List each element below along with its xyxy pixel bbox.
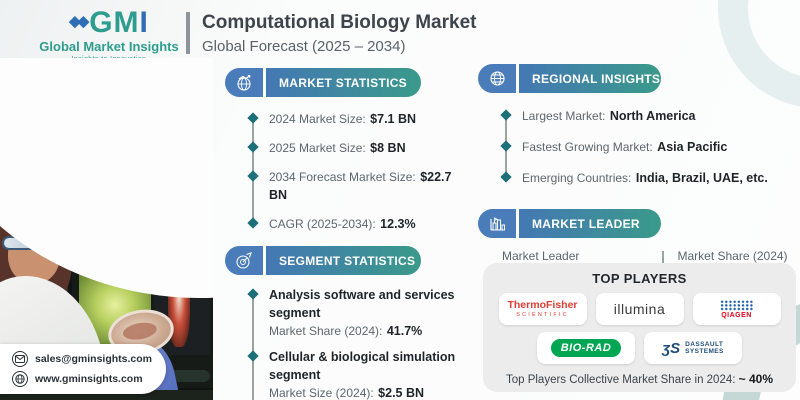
stat-value: 12.3%	[380, 217, 416, 231]
gmi-logo: ◆◆GMI Global Market Insights Insights to…	[14, 8, 204, 64]
stat-item: CAGR (2025-2034): 12.3%	[247, 215, 468, 233]
stat-item: 2025 Market Size: $8 BN	[247, 139, 468, 157]
bullet-diamond-icon	[247, 288, 259, 300]
regional-value: India, Brazil, UAE, etc.	[635, 171, 768, 185]
gmi-letter-i: I	[139, 6, 149, 39]
regional-item: Largest Market: North America	[500, 107, 796, 125]
thermo-fisher-subtext: SCIENTIFIC	[516, 311, 569, 318]
stat-label: CAGR (2025-2034):	[269, 217, 376, 231]
stat-item: 2024 Market Size: $7.1 BN	[247, 110, 468, 128]
segment-statistics-header: SEGMENT STATISTICS	[225, 246, 421, 275]
bullet-diamond-icon	[500, 109, 512, 121]
contact-card: sales@gminsights.com www.gminsights.com	[0, 344, 166, 394]
stat-value: $8 BN	[370, 141, 406, 155]
top-players-footer: Top Players Collective Market Share in 2…	[483, 372, 796, 386]
segment-label: Market Share (2024):	[269, 324, 383, 338]
regional-insights-icon	[478, 64, 516, 93]
regional-label: Largest Market:	[522, 109, 606, 123]
bullet-diamond-icon	[247, 141, 259, 153]
market-statistics-list: 2024 Market Size: $7.1 BN 2025 Market Si…	[247, 110, 468, 233]
dassault-systemes-logo: ʒS DASSAULT SYSTEMES	[644, 332, 742, 364]
market-leader-icon	[478, 209, 516, 238]
bullet-diamond-icon	[247, 217, 259, 229]
thermo-fisher-logo: ThermoFisher SCIENTIFIC	[498, 293, 587, 325]
thermo-fisher-wordmark: ThermoFisher	[507, 299, 578, 312]
bullet-diamond-icon	[247, 350, 259, 362]
contact-website-text: www.gminsights.com	[35, 373, 143, 385]
regional-value: Asia Pacific	[657, 140, 728, 154]
segment-name: Analysis software and services segment	[269, 288, 455, 320]
segment-value: 41.7%	[386, 324, 423, 338]
dassault-3ds-icon: ʒS	[662, 339, 681, 357]
segment-item: Analysis software and services segment M…	[247, 286, 501, 340]
lab-photo	[0, 58, 213, 400]
qiagen-wordmark: QIAGEN	[721, 311, 752, 319]
segment-statistics-list: Analysis software and services segment M…	[247, 286, 501, 400]
stat-label: 2024 Market Size:	[269, 112, 366, 126]
qiagen-logo: QIAGEN	[692, 293, 781, 325]
regional-label: Fastest Growing Market:	[522, 140, 653, 154]
bullet-diamond-icon	[500, 140, 512, 152]
bullet-diamond-icon	[247, 112, 259, 124]
dassault-wordmark-line2: SYSTEMES	[685, 348, 724, 355]
market-leader-label: Market Leader	[502, 249, 580, 263]
stat-label: 2034 Forecast Market Size:	[269, 170, 416, 184]
stat-value: $22.7 BN	[269, 170, 452, 202]
header-title-block: Computational Biology Market Global Fore…	[186, 12, 476, 55]
top-players-row-1: ThermoFisher SCIENTIFIC illumina QIAGEN	[483, 293, 796, 325]
regional-insights-header: REGIONAL INSIGHTS	[478, 64, 661, 93]
segment-name: Cellular & biological simulation segment	[269, 350, 456, 382]
contact-email-text: sales@gminsights.com	[35, 353, 153, 365]
middle-column: MARKET STATISTICS 2024 Market Size: $7.1…	[225, 68, 468, 400]
email-icon	[12, 351, 28, 367]
regional-label: Emerging Countries:	[522, 171, 632, 185]
top-players-heading: TOP PLAYERS	[592, 271, 687, 286]
bullet-diamond-icon	[247, 170, 259, 182]
segment-statistics-icon	[225, 246, 263, 275]
page-title: Computational Biology Market	[202, 12, 477, 33]
stat-value: $7.1 BN	[370, 112, 417, 126]
title-accent-bar	[186, 12, 190, 54]
regional-insights-list: Largest Market: North America Fastest Gr…	[500, 107, 796, 187]
bio-rad-logo: BIO-RAD	[537, 332, 635, 364]
top-players-footer-value: ~ 40%	[738, 372, 774, 386]
timeline-line	[252, 294, 254, 400]
gmi-logo-acronym: ◆◆ GMI	[14, 8, 204, 38]
stat-item: 2034 Forecast Market Size: $22.7 BN	[247, 168, 468, 204]
market-leader-heading: MARKET LEADER	[532, 216, 640, 231]
segment-item: Cellular & biological simulation segment…	[247, 348, 501, 400]
top-players-box: TOP PLAYERS ThermoFisher SCIENTIFIC illu…	[483, 263, 796, 392]
market-statistics-heading: MARKET STATISTICS	[279, 75, 407, 90]
regional-item: Fastest Growing Market: Asia Pacific	[500, 138, 796, 156]
photo-desk	[0, 390, 213, 400]
market-share-label: Market Share (2024)	[677, 249, 788, 263]
bullet-diamond-icon	[500, 171, 512, 183]
qiagen-dot-matrix-icon	[719, 299, 754, 311]
gmi-logo-name: Global Market Insights	[39, 39, 179, 54]
regional-item: Emerging Countries: India, Brazil, UAE, …	[500, 169, 796, 187]
contact-website-link[interactable]: www.gminsights.com	[12, 371, 166, 387]
top-players-row-2: BIO-RAD ʒS DASSAULT SYSTEMES	[483, 332, 796, 364]
gmi-letters: GM	[89, 6, 140, 39]
dassault-wordmark-line1: DASSAULT	[685, 340, 724, 348]
right-column: REGIONAL INSIGHTS Largest Market: North …	[478, 64, 796, 281]
bio-rad-wordmark: BIO-RAD	[550, 339, 622, 357]
page-subtitle: Global Forecast (2025 – 2034)	[202, 37, 406, 55]
regional-value: North America	[609, 109, 696, 123]
segment-value: $2.5 BN	[378, 386, 425, 400]
gmi-logo-diamonds-icon: ◆◆	[69, 13, 89, 30]
market-statistics-header: MARKET STATISTICS	[225, 68, 421, 97]
regional-insights-heading: REGIONAL INSIGHTS	[532, 71, 661, 86]
market-leader-header: MARKET LEADER	[478, 209, 661, 238]
globe-icon	[12, 371, 28, 387]
contact-email-link[interactable]: sales@gminsights.com	[12, 351, 166, 367]
segment-label: Market Size (2024):	[269, 386, 374, 400]
segment-statistics-heading: SEGMENT STATISTICS	[279, 253, 416, 268]
top-players-footer-label: Top Players Collective Market Share in 2…	[505, 374, 736, 386]
illumina-wordmark: illumina	[613, 301, 666, 317]
illumina-logo: illumina	[595, 293, 684, 325]
market-statistics-icon	[225, 68, 263, 97]
stat-label: 2025 Market Size:	[269, 141, 366, 155]
